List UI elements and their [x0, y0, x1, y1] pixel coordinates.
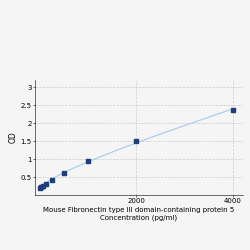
X-axis label: Mouse Fibronectin type III domain-containing protein 5
Concentration (pg/ml): Mouse Fibronectin type III domain-contai… [43, 207, 234, 221]
Y-axis label: OD: OD [8, 132, 18, 143]
